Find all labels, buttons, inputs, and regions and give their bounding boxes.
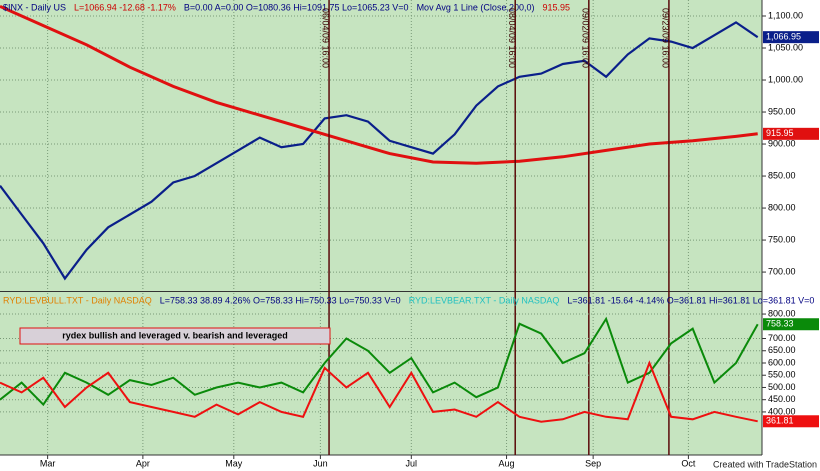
annotation: rydex bullish and leveraged v. bearish a…	[62, 330, 287, 340]
series-line	[0, 21, 759, 281]
x-tick-label: May	[225, 458, 243, 468]
axis-area	[762, 0, 820, 471]
header-text: RYD:LEVBULL.TXT - Daily NASDAQ	[3, 295, 152, 305]
x-tick-label: Apr	[136, 458, 150, 468]
price-flag	[763, 31, 819, 44]
y-tick-label: 400.00	[768, 406, 796, 416]
series-line	[0, 5, 758, 165]
x-tick-label: Mar	[40, 458, 56, 468]
y-tick-label: 1,000.00	[768, 74, 803, 84]
axis-area	[0, 455, 762, 471]
price-flag-label: 1,066.95	[766, 32, 801, 42]
header-text: Mov Avg 1 Line (Close,200,0)	[417, 2, 535, 12]
header-text: RYD:LEVBEAR.TXT - Daily NASDAQ	[409, 295, 560, 305]
y-tick-label: 550.00	[768, 370, 796, 380]
y-tick-label: 850.00	[768, 170, 796, 180]
event-label: 09/02/09 16:00	[580, 8, 590, 68]
price-flag-label: 361.81	[766, 416, 794, 426]
y-tick-label: 900.00	[768, 138, 796, 148]
event-label: 09/23/09 16:00	[661, 8, 671, 68]
x-tick-label: Jul	[406, 458, 418, 468]
header-text: L=361.81 -15.64 -4.14% O=361.81 Hi=361.8…	[567, 295, 814, 305]
header-text: $INX - Daily US	[3, 2, 66, 12]
y-tick-label: 500.00	[768, 382, 796, 392]
footer: Created with TradeStation	[713, 459, 817, 469]
y-tick-label: 800.00	[768, 202, 796, 212]
event-label: 08/04/09 16:00	[507, 8, 517, 68]
header-text: L=1066.94 -12.68 -1.17%	[74, 2, 176, 12]
price-flag-label: 758.33	[766, 319, 794, 329]
y-tick-label: 600.00	[768, 357, 796, 367]
price-flag	[763, 415, 819, 428]
y-tick-label: 1,100.00	[768, 10, 803, 20]
y-tick-label: 450.00	[768, 394, 796, 404]
series-line	[0, 316, 759, 407]
series-line	[0, 360, 758, 423]
header-text: 915.95	[542, 2, 570, 12]
annotation-box	[19, 327, 331, 345]
x-tick-label: Oct	[681, 458, 696, 468]
y-tick-label: 800.00	[768, 308, 796, 318]
y-tick-label: 700.00	[768, 266, 796, 276]
header-text: B=0.00 A=0.00 O=1080.36 Hi=1091.75 Lo=10…	[184, 2, 409, 12]
y-tick-label: 950.00	[768, 106, 796, 116]
y-tick-label: 650.00	[768, 345, 796, 355]
x-tick-label: Jun	[313, 458, 328, 468]
price-flag-label: 915.95	[766, 128, 794, 138]
event-label: 06/04/09 16:00	[321, 8, 331, 68]
y-tick-label: 1,050.00	[768, 42, 803, 52]
price-flag	[763, 127, 819, 140]
y-tick-label: 750.00	[768, 234, 796, 244]
x-tick-label: Sep	[585, 458, 601, 468]
y-tick-label: 700.00	[768, 333, 796, 343]
price-flag	[763, 318, 819, 331]
x-tick-label: Aug	[499, 458, 515, 468]
header-text: L=758.33 38.89 4.26% O=758.33 Hi=750.33 …	[160, 295, 401, 305]
